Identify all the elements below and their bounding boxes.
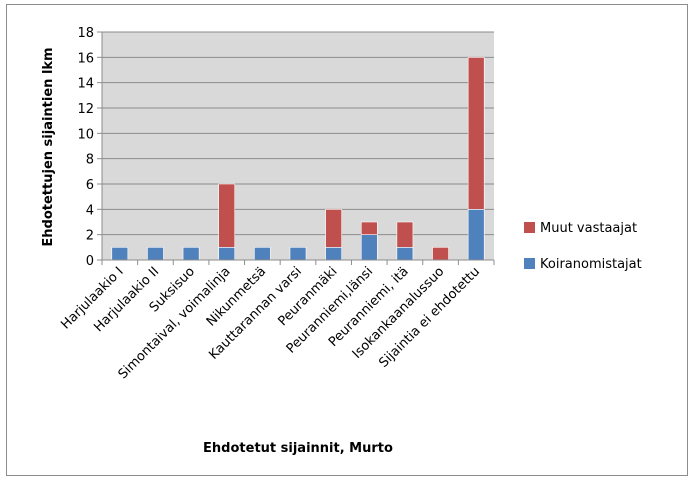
y-axis-ticks: 0 2 4 6 8 10 12 14 16 18 — [77, 26, 102, 269]
bar-segment-koiranomistajat — [396, 247, 414, 261]
bar-segment-koiranomistajat — [218, 247, 236, 261]
bar-segment-koiranomistajat — [111, 247, 129, 261]
legend-label: Muut vastaajat — [540, 221, 637, 236]
y-tick-label: 12 — [77, 102, 94, 117]
bar-segment-muut-vastaajat — [432, 247, 449, 261]
legend: Muut vastaajat Koiranomistajat — [524, 221, 642, 272]
y-tick-label: 2 — [86, 229, 94, 244]
bar-segment-muut-vastaajat — [218, 183, 236, 248]
bar-segment-koiranomistajat — [147, 247, 164, 261]
y-tick-label: 6 — [86, 178, 94, 193]
y-tick-label: 0 — [86, 254, 94, 269]
gridlines — [102, 31, 494, 236]
bar-segment-koiranomistajat — [254, 247, 271, 261]
bars — [111, 57, 485, 261]
legend-label: Koiranomistajat — [540, 257, 642, 272]
bar-segment-muut-vastaajat — [360, 221, 378, 235]
y-tick-label: 4 — [86, 203, 94, 218]
y-axis-title: Ehdotettujen sijaintien lkm — [41, 47, 56, 246]
plot-area — [102, 32, 494, 260]
bar-segment-koiranomistajat — [360, 234, 378, 261]
x-axis-title: Ehdotetut sijainnit, Murto — [203, 441, 393, 456]
x-axis — [101, 32, 495, 265]
bar-segment-koiranomistajat — [325, 247, 342, 261]
bar-segment-koiranomistajat — [289, 247, 307, 261]
bar-segment-muut-vastaajat — [396, 221, 414, 248]
bar-segment-muut-vastaajat — [325, 209, 342, 248]
bar-segment-koiranomistajat — [467, 209, 485, 261]
legend-swatch — [524, 222, 535, 233]
y-tick-label: 18 — [77, 26, 94, 41]
y-tick-label: 14 — [77, 77, 94, 92]
y-tick-label: 10 — [77, 127, 94, 142]
bar-segment-muut-vastaajat — [467, 57, 485, 210]
y-tick-label: 8 — [86, 153, 94, 168]
bar-segment-koiranomistajat — [182, 247, 200, 261]
y-tick-label: 16 — [77, 51, 94, 66]
legend-swatch — [524, 258, 535, 269]
